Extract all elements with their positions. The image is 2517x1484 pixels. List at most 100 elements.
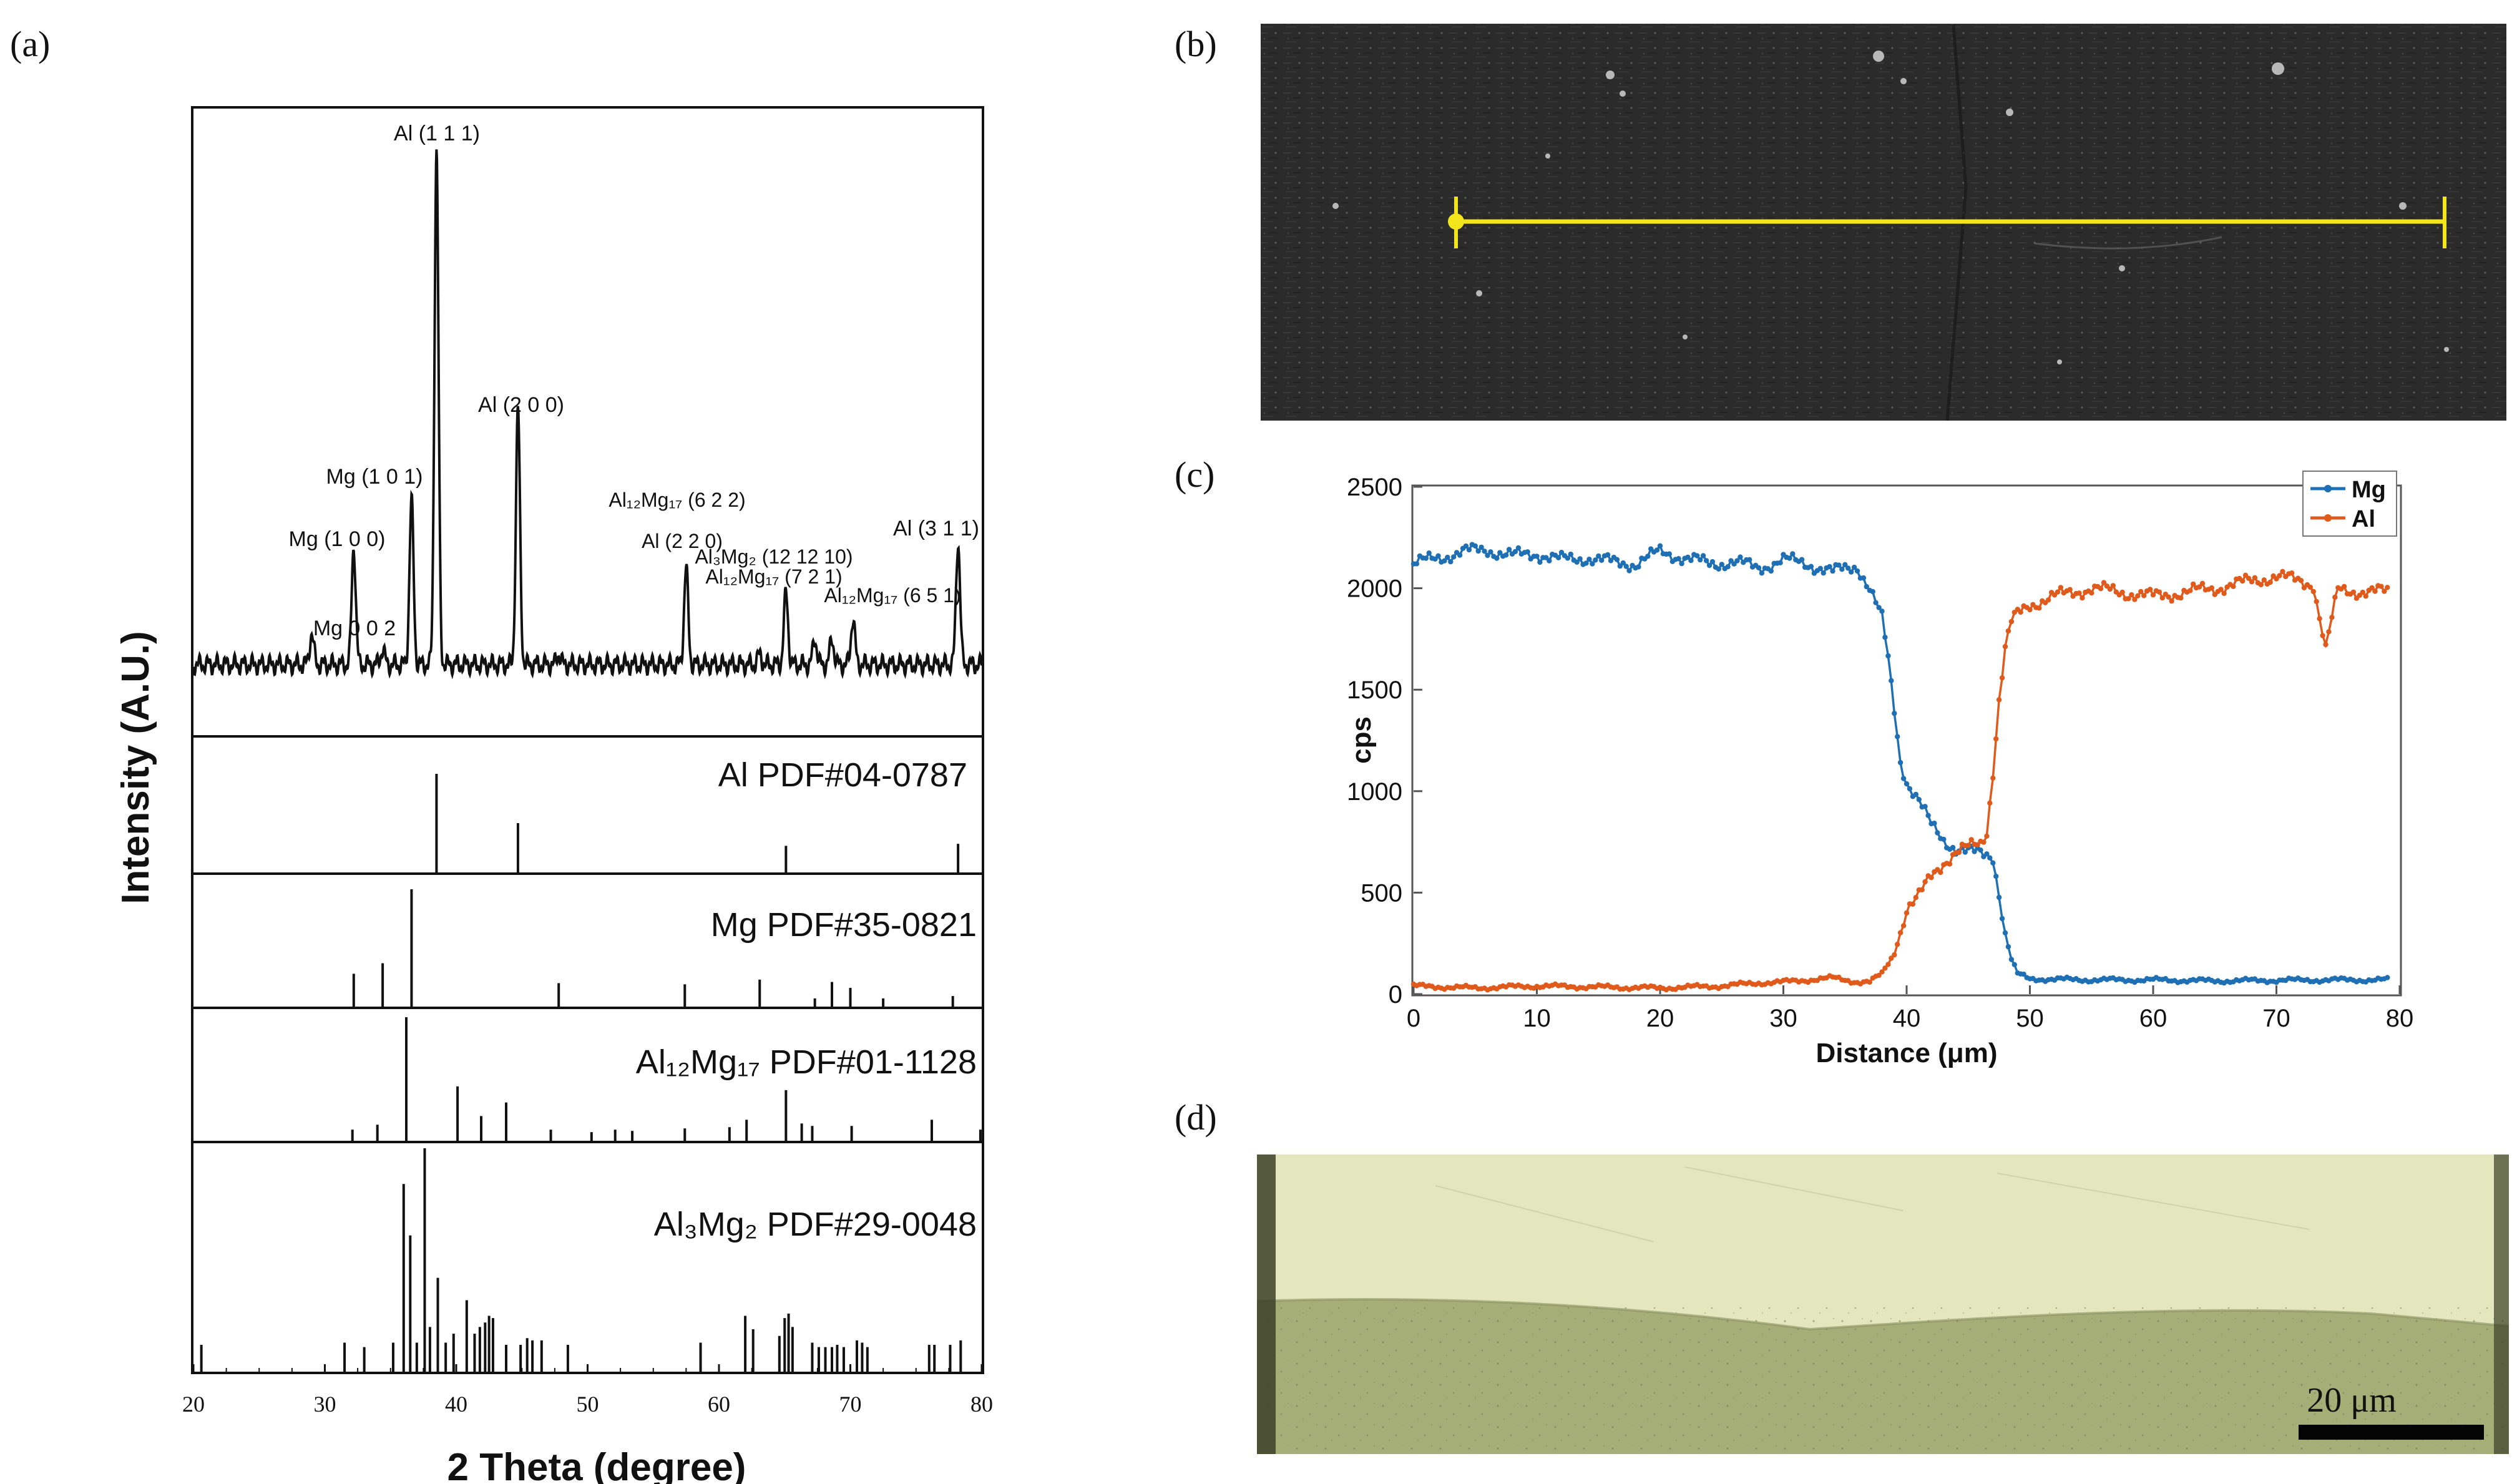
eds-data-point	[1885, 962, 1891, 967]
eds-data-point	[2018, 609, 2023, 615]
eds-data-point	[2178, 595, 2184, 601]
eds-data-point	[1895, 942, 1900, 947]
eds-data-point	[2002, 930, 2008, 936]
eds-data-point	[1555, 555, 1562, 560]
eds-data-point	[1978, 847, 1983, 853]
eds-data-point	[1830, 568, 1835, 574]
eds-data-point	[1990, 775, 1996, 781]
eds-data-point	[1968, 837, 1974, 842]
eds-data-point	[1574, 559, 1580, 565]
eds-data-point	[1734, 558, 1740, 564]
eds-data-point	[1987, 855, 1993, 861]
eds-data-point	[1935, 830, 1940, 836]
legend-mg: Mg	[2352, 477, 2386, 503]
eds-data-point	[1910, 901, 1916, 907]
eds-series-al	[1410, 569, 2390, 993]
xrd-x-tick-label: 30	[314, 1392, 336, 1417]
eds-data-point	[1996, 894, 2002, 901]
eds-data-point	[1900, 923, 1907, 929]
eds-data-point	[2058, 585, 2064, 590]
eds-data-point	[1435, 553, 1441, 559]
eds-data-point	[1488, 549, 1493, 555]
eds-data-point	[1716, 566, 1721, 572]
eds-data-point	[2307, 584, 2313, 590]
eds-data-point	[2329, 615, 2335, 620]
eds-data-point	[1599, 557, 1605, 563]
eds-data-point	[2310, 588, 2316, 595]
eds-data-point	[1787, 555, 1792, 561]
eds-data-point	[1725, 564, 1731, 570]
eds-data-point	[1922, 804, 1928, 809]
eds-data-point	[1636, 564, 1641, 570]
eds-data-point	[1426, 550, 1432, 556]
eds-data-point	[1864, 583, 1869, 590]
xrd-x-ticks: 20 30 40 50 60 70 80	[182, 1364, 993, 1417]
eds-data-point	[1445, 554, 1450, 560]
eds-data-point	[1876, 605, 1882, 610]
eds-data-point	[2126, 596, 2131, 602]
eds-y-tick-label: 2500	[1347, 474, 1402, 501]
eds-data-point	[2011, 962, 2017, 967]
eds-data-point	[1565, 555, 1571, 561]
eds-data-point	[1596, 553, 1601, 559]
eds-data-point	[2369, 585, 2375, 591]
eds-data-point	[1993, 736, 1999, 742]
eds-data-point	[1821, 570, 1826, 576]
eds-x-tick-label: 70	[2262, 1005, 2290, 1032]
eds-data-point	[1698, 557, 1703, 563]
eds-data-point	[2008, 957, 2015, 962]
eds-x-tick-label: 20	[1646, 1005, 1674, 1032]
eds-data-point	[1913, 895, 1918, 901]
eds-data-point	[2218, 587, 2224, 592]
eds-data-point	[2080, 595, 2085, 601]
eds-data-point	[1956, 849, 1962, 856]
eds-data-point	[1463, 543, 1469, 549]
eds-data-point	[1904, 781, 1910, 787]
eds-data-point	[2191, 581, 2196, 587]
eds-data-point	[2240, 578, 2246, 584]
eds-data-point	[1475, 548, 1481, 554]
eds-data-point	[2314, 598, 2319, 605]
eds-data-point	[1768, 568, 1774, 574]
eds-data-point	[1897, 930, 1904, 935]
xrd-peak-label: Al (3 1 1)	[893, 517, 979, 540]
eds-data-point	[2249, 579, 2255, 585]
xrd-peak-label: Al₁₂Mg₁₇ (6 2 2)	[608, 489, 745, 511]
eds-data-point	[1685, 554, 1691, 560]
eds-y-tick-label: 1500	[1347, 676, 1402, 704]
eds-data-point	[1512, 549, 1518, 555]
eds-series-mg	[1410, 542, 2390, 986]
eds-data-point	[1478, 544, 1484, 550]
eds-x-tick-label: 0	[1407, 1005, 1420, 1032]
eds-data-point	[1925, 813, 1931, 818]
eds-data-point	[1879, 969, 1885, 975]
eds-data-point	[2159, 595, 2165, 601]
eds-data-point	[1999, 915, 2005, 922]
eds-data-point	[2005, 944, 2011, 950]
eds-data-point	[1777, 560, 1783, 565]
xrd-y-axis-label: Intensity (A.U.)	[114, 631, 157, 904]
eds-data-point	[1586, 557, 1592, 562]
eds-data-point	[2036, 605, 2042, 611]
line-scan-marker	[1448, 197, 2446, 248]
eds-data-point	[1620, 560, 1626, 566]
eds-plot-frame	[1411, 484, 2402, 997]
eds-data-point	[2166, 594, 2171, 600]
eds-data-point	[1414, 561, 1420, 567]
scale-bar	[2299, 1425, 2484, 1440]
eds-data-point	[1756, 565, 1762, 570]
eds-data-point	[2089, 590, 2094, 596]
eds-data-point	[1614, 557, 1620, 562]
eds-data-point	[2169, 598, 2174, 604]
eds-x-tick-label: 40	[1893, 1005, 1921, 1032]
eds-x-tick-label: 30	[1769, 1005, 1797, 1032]
eds-data-point	[2298, 578, 2304, 583]
eds-data-point	[2138, 588, 2144, 595]
eds-y-axis-label: cps	[1346, 716, 1377, 764]
eds-data-point	[1845, 565, 1851, 571]
eds-data-point	[1885, 653, 1891, 659]
eds-series	[1410, 542, 2390, 993]
xrd-reference-name: Al PDF#04-0787	[718, 756, 967, 794]
scale-bar-label: 20 μm	[2307, 1381, 2397, 1420]
eds-data-point	[1747, 557, 1752, 562]
